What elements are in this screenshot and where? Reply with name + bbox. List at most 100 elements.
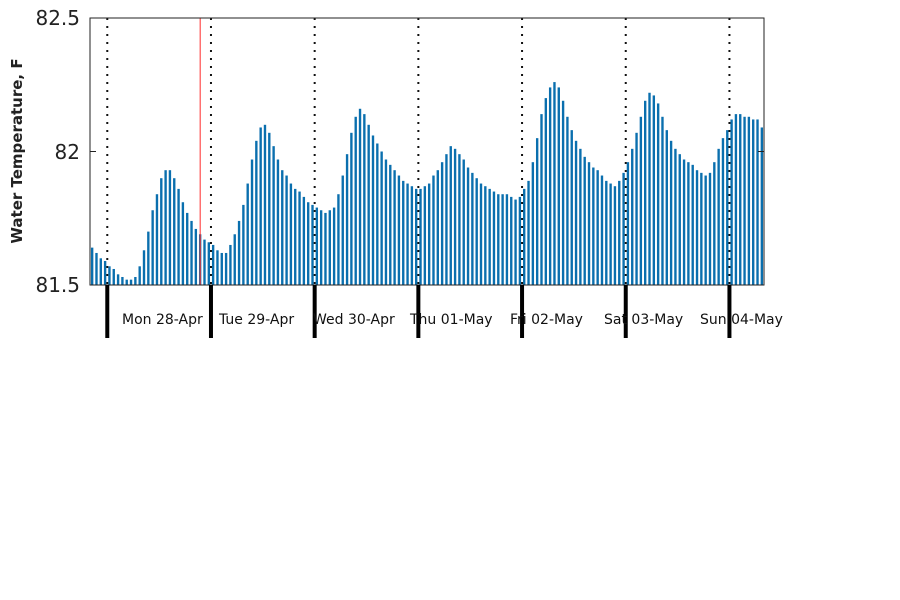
bar bbox=[99, 258, 102, 285]
bar bbox=[583, 156, 586, 285]
bar bbox=[410, 186, 414, 285]
bar bbox=[523, 188, 526, 285]
bar bbox=[484, 186, 487, 285]
bar bbox=[332, 207, 336, 285]
bar bbox=[125, 279, 128, 285]
bar bbox=[708, 172, 712, 285]
bar bbox=[242, 204, 245, 285]
bar bbox=[289, 183, 293, 285]
bar bbox=[579, 148, 582, 285]
bar bbox=[713, 162, 716, 285]
bar bbox=[341, 175, 344, 285]
bar bbox=[760, 127, 764, 285]
bar bbox=[173, 178, 176, 285]
bar bbox=[475, 178, 478, 285]
bar bbox=[497, 194, 500, 285]
y-tick-label-bottom: 81.5 bbox=[35, 273, 80, 297]
bar bbox=[319, 210, 323, 285]
bar-series bbox=[90, 82, 764, 286]
bar bbox=[311, 204, 314, 285]
bar bbox=[354, 116, 357, 285]
bar bbox=[570, 130, 573, 285]
day-label: Mon 28-Apr bbox=[122, 312, 203, 328]
bar bbox=[669, 140, 673, 285]
bar bbox=[739, 114, 742, 286]
bar bbox=[328, 210, 331, 285]
bar bbox=[518, 196, 522, 285]
bar bbox=[618, 180, 621, 285]
bar bbox=[700, 172, 703, 285]
bar bbox=[531, 162, 535, 285]
bar bbox=[691, 164, 694, 285]
bar bbox=[121, 276, 124, 285]
bar bbox=[168, 170, 172, 285]
bar bbox=[695, 170, 699, 285]
bar bbox=[557, 87, 560, 285]
bar bbox=[479, 183, 483, 285]
bar bbox=[449, 146, 452, 285]
bar bbox=[747, 116, 751, 285]
bar bbox=[605, 180, 608, 285]
bar bbox=[514, 199, 517, 285]
bar bbox=[665, 130, 668, 285]
bar bbox=[743, 116, 746, 285]
bar bbox=[371, 135, 375, 285]
bar bbox=[108, 266, 111, 285]
bar bbox=[717, 148, 720, 285]
bar bbox=[207, 242, 211, 285]
bar bbox=[367, 124, 370, 285]
bar bbox=[466, 167, 470, 285]
bar bbox=[726, 130, 729, 285]
bar bbox=[112, 268, 115, 285]
bar bbox=[462, 159, 465, 285]
bar bbox=[656, 103, 660, 285]
bar bbox=[674, 148, 677, 285]
bar bbox=[389, 164, 392, 285]
day-labels: Mon 28-Apr Tue 29-Apr Wed 30-Apr Thu 01-… bbox=[122, 312, 783, 328]
bar bbox=[574, 140, 578, 285]
bar bbox=[734, 114, 738, 286]
bar bbox=[492, 191, 496, 285]
bar bbox=[337, 194, 340, 285]
bar bbox=[415, 188, 418, 285]
bar bbox=[259, 127, 262, 285]
bar bbox=[592, 167, 595, 285]
bar bbox=[644, 100, 647, 286]
bar bbox=[90, 247, 94, 285]
bar bbox=[177, 188, 180, 285]
bar bbox=[471, 172, 474, 285]
bar bbox=[661, 116, 664, 285]
bar bbox=[211, 244, 215, 285]
bar bbox=[756, 119, 759, 286]
bar bbox=[548, 87, 552, 285]
bar bbox=[544, 98, 548, 285]
bar bbox=[648, 92, 651, 285]
bar bbox=[553, 82, 556, 285]
y-tick-label-top: 82.5 bbox=[35, 6, 80, 30]
day-label: Tue 29-Apr bbox=[218, 312, 294, 328]
bar bbox=[730, 119, 733, 286]
bar bbox=[631, 148, 634, 285]
bar bbox=[626, 162, 630, 285]
bar bbox=[203, 239, 206, 285]
bar bbox=[721, 138, 725, 285]
bar bbox=[505, 194, 509, 285]
bar bbox=[527, 180, 530, 285]
bar bbox=[587, 162, 591, 285]
y-axis-ticks bbox=[90, 17, 764, 286]
bar bbox=[652, 95, 656, 286]
bar bbox=[129, 279, 133, 285]
bar bbox=[272, 146, 275, 285]
bar bbox=[116, 274, 120, 285]
bar bbox=[250, 159, 254, 285]
bar bbox=[276, 159, 280, 285]
bar bbox=[142, 250, 146, 285]
bar bbox=[220, 252, 223, 285]
day-label: Sun 04-May bbox=[700, 312, 783, 328]
bar bbox=[380, 151, 383, 285]
bar bbox=[350, 132, 353, 285]
bar bbox=[436, 170, 439, 285]
bar bbox=[229, 244, 232, 285]
bar bbox=[237, 220, 241, 285]
